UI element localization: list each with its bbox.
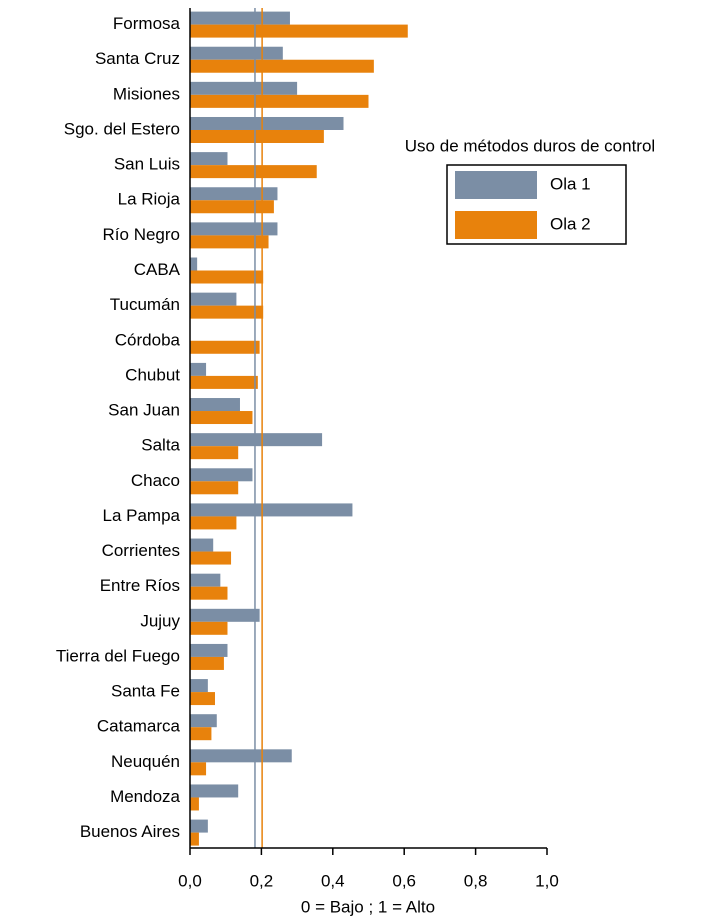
bar — [190, 81, 298, 95]
y-tick-label: La Rioja — [118, 190, 181, 209]
bar — [190, 503, 353, 517]
bar — [190, 832, 199, 846]
bar — [190, 305, 264, 319]
bar — [190, 411, 253, 425]
legend-title: Uso de métodos duros de control — [405, 136, 655, 155]
y-tick-label: Misiones — [113, 84, 180, 103]
y-tick-label: CABA — [134, 260, 181, 279]
bar — [190, 573, 221, 587]
bar — [190, 433, 323, 447]
y-tick-label: Chaco — [131, 471, 180, 490]
y-tick-label: San Juan — [108, 401, 180, 420]
bar — [190, 152, 228, 166]
bar — [190, 643, 228, 657]
bar — [190, 11, 290, 25]
bar — [190, 165, 317, 179]
x-tick-label: 1,0 — [535, 871, 559, 890]
bar — [190, 340, 260, 354]
x-axis-label: 0 = Bajo ; 1 = Alto — [301, 897, 435, 916]
y-tick-label: Santa Cruz — [95, 49, 180, 68]
y-tick-label: Chubut — [125, 365, 180, 384]
bar — [190, 292, 237, 306]
y-tick-label: Formosa — [113, 14, 181, 33]
x-tick-label: 0,4 — [321, 871, 345, 890]
bar — [190, 586, 228, 600]
x-tick-label: 0,0 — [178, 871, 202, 890]
y-tick-label: Entre Ríos — [100, 576, 180, 595]
y-tick-label: Sgo. del Estero — [64, 119, 180, 138]
legend-swatch — [455, 171, 537, 199]
bar — [190, 784, 239, 798]
bar — [190, 621, 228, 635]
bar — [190, 538, 214, 552]
y-tick-label: Tucumán — [110, 295, 180, 314]
x-tick-label: 0,8 — [464, 871, 488, 890]
bar — [190, 116, 344, 130]
bar — [190, 222, 278, 236]
bar — [190, 187, 278, 201]
y-tick-label: Tierra del Fuego — [56, 646, 180, 665]
bar — [190, 819, 208, 833]
legend-label: Ola 2 — [550, 214, 591, 233]
bar — [190, 692, 215, 706]
y-tick-label: San Luis — [114, 155, 180, 174]
bar — [190, 46, 283, 60]
bar — [190, 235, 269, 249]
x-tick-label: 0,6 — [392, 871, 416, 890]
legend-label: Ola 1 — [550, 174, 591, 193]
bar — [190, 59, 374, 73]
bar — [190, 200, 274, 214]
y-tick-label: Neuquén — [111, 752, 180, 771]
bar — [190, 714, 217, 728]
bar — [190, 129, 324, 143]
bar — [190, 446, 239, 460]
legend-swatch — [455, 211, 537, 239]
y-tick-label: Buenos Aires — [80, 822, 180, 841]
y-tick-label: Mendoza — [110, 787, 180, 806]
y-tick-label: Catamarca — [97, 717, 181, 736]
bar — [190, 749, 292, 763]
y-tick-label: Córdoba — [115, 330, 181, 349]
bar — [190, 257, 198, 271]
bar — [190, 481, 239, 495]
bar — [190, 797, 199, 811]
bar — [190, 762, 207, 776]
x-tick-label: 0,2 — [250, 871, 274, 890]
bar — [190, 375, 258, 389]
bar — [190, 24, 408, 38]
bar — [190, 468, 253, 482]
bar — [190, 679, 208, 693]
bar — [190, 727, 212, 741]
y-tick-label: Río Negro — [103, 225, 180, 244]
bar — [190, 608, 260, 622]
bar — [190, 94, 369, 108]
y-tick-label: Jujuy — [140, 611, 180, 630]
bar — [190, 398, 240, 412]
y-tick-label: La Pampa — [103, 506, 181, 525]
y-tick-label: Salta — [141, 436, 180, 455]
bar — [190, 362, 207, 376]
bar — [190, 656, 224, 670]
bar — [190, 551, 232, 565]
bar — [190, 270, 264, 284]
bar — [190, 516, 237, 530]
y-tick-label: Corrientes — [102, 541, 180, 560]
y-tick-label: Santa Fe — [111, 682, 180, 701]
